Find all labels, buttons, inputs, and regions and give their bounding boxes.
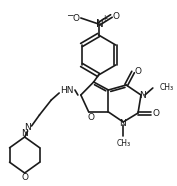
Text: N: N [21,129,28,139]
Text: CH₃: CH₃ [116,139,130,147]
Text: N: N [24,124,31,132]
Text: O: O [87,113,94,121]
Text: O: O [113,12,120,20]
Text: O: O [135,67,142,76]
Text: −: − [66,10,74,20]
Text: N: N [140,91,146,100]
Text: O: O [72,14,79,23]
Text: HN: HN [60,86,74,94]
Text: N: N [119,118,126,127]
Text: CH₃: CH₃ [160,83,174,92]
Text: O: O [21,172,28,182]
Text: N: N [96,19,103,29]
Text: +: + [101,14,108,23]
Text: O: O [152,108,159,118]
